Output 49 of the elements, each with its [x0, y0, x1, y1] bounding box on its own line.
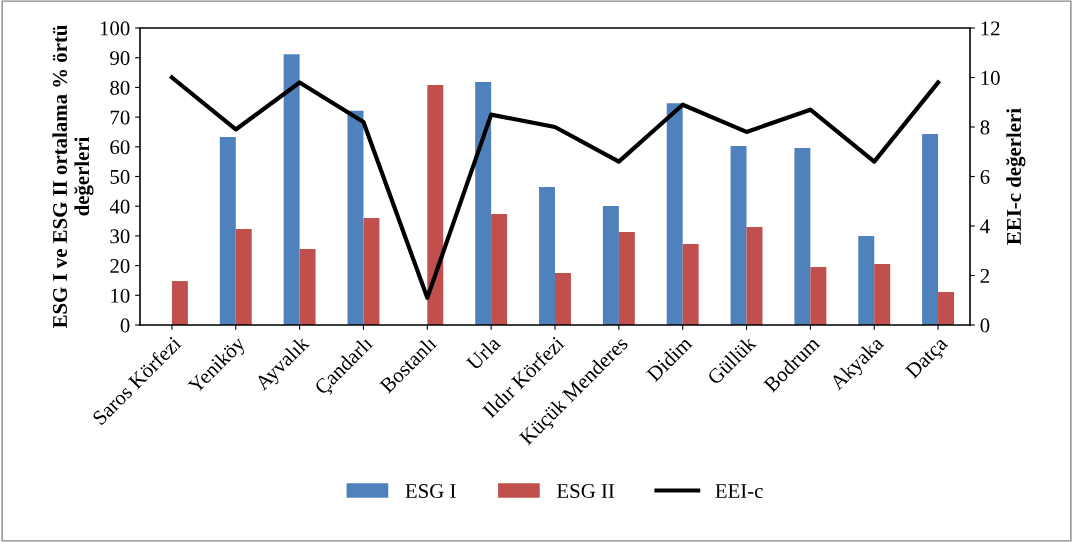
y-tick-label: 50	[110, 169, 130, 184]
bar	[491, 213, 508, 325]
bar	[283, 54, 300, 325]
bar	[922, 134, 939, 325]
y-tick-label: 100	[100, 21, 130, 36]
y2-axis-title: EEI-c değerleri	[1006, 108, 1026, 245]
y-tick-label: 90	[110, 51, 130, 66]
y2-tick-label: 4	[980, 219, 990, 234]
bar	[171, 281, 188, 325]
bar	[666, 103, 683, 325]
y-tick-label: 20	[110, 258, 130, 274]
legend-label: EEI-c	[715, 484, 763, 499]
legend-label: ESG II	[557, 484, 615, 499]
y-tick-label: 10	[111, 288, 130, 303]
bar	[810, 267, 827, 325]
y-tick-label: 80	[110, 80, 130, 95]
bar	[555, 273, 571, 325]
y2-tick-label: 10	[981, 70, 1000, 85]
y-tick-label: 0	[120, 318, 130, 333]
bar	[874, 264, 891, 325]
bar	[794, 147, 811, 325]
y-tick-label: 30	[110, 229, 130, 244]
bar	[347, 110, 364, 325]
bar	[730, 145, 747, 325]
bar	[363, 218, 380, 325]
bar	[682, 243, 699, 325]
bar	[475, 82, 492, 325]
x-tick-label: Urla	[465, 334, 502, 371]
bar	[746, 226, 763, 325]
y2-tick-label: 2	[980, 268, 989, 283]
bar	[299, 248, 316, 325]
line-series	[169, 75, 941, 300]
y2-tick-label: 8	[980, 120, 990, 135]
bar	[618, 232, 635, 325]
bar	[858, 235, 875, 325]
bar	[938, 292, 955, 325]
y2-tick-label: 12	[981, 21, 1000, 36]
bar	[235, 229, 252, 325]
bar	[219, 137, 236, 325]
bar	[602, 205, 619, 325]
legend-label: ESG I	[405, 484, 456, 499]
y-tick-label: 40	[109, 199, 130, 214]
y-tick-label: 60	[110, 140, 130, 155]
y2-tick-label: 6	[980, 169, 990, 184]
y-tick-label: 70	[110, 110, 130, 125]
bar	[427, 85, 444, 325]
y2-tick-label: 0	[980, 318, 990, 333]
y-axis-title: ESG I ve ESG II ortalama % örtü değerleri	[52, 25, 94, 329]
bar	[539, 186, 555, 325]
